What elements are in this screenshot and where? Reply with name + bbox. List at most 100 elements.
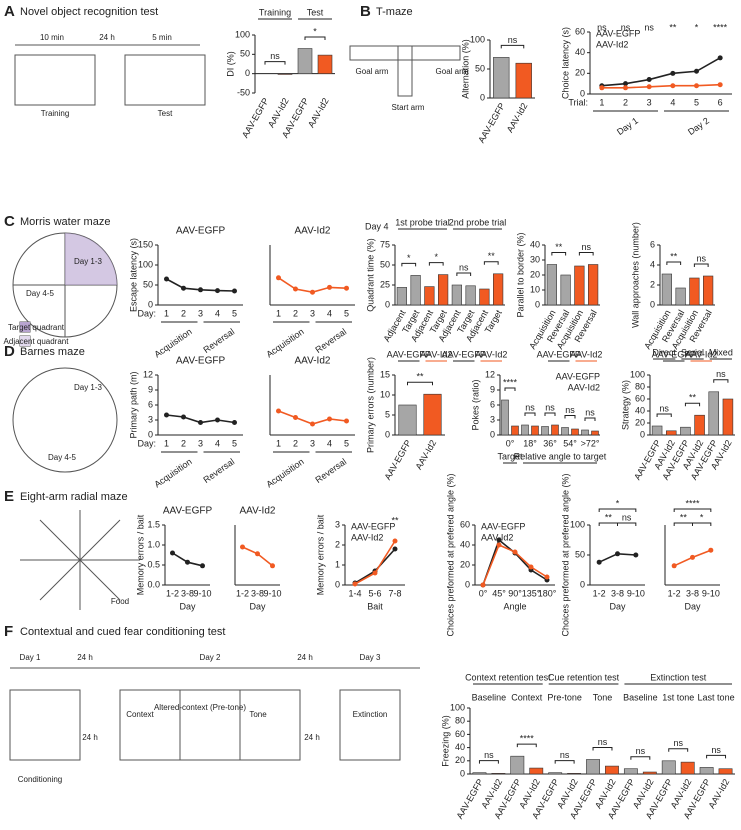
note: Day 4: [365, 221, 389, 231]
legend-swatch: [20, 336, 30, 346]
diagram-label: 24 h: [99, 33, 115, 42]
diagram-label: Context: [126, 710, 154, 719]
bar: [510, 755, 525, 775]
sig-label: ns: [585, 407, 595, 417]
sig-label: **: [416, 372, 424, 382]
legend-entry: AAV-EGFP: [596, 28, 640, 38]
diagram-label: Food: [111, 597, 129, 606]
y-tick-label: 100: [235, 29, 250, 39]
x-tick-label: 1: [599, 97, 604, 107]
point: [670, 70, 676, 76]
x-tick-label: AAV-EGFP: [454, 777, 485, 820]
y-tick-label: 50: [143, 279, 153, 289]
series-line: [354, 540, 396, 585]
y-tick-label: 40: [460, 539, 470, 549]
bar: [317, 54, 333, 74]
y-tick-label: 0: [640, 429, 645, 439]
group-label: Acquisition: [264, 326, 305, 359]
y-tick-label: 50: [380, 259, 390, 269]
point: [646, 77, 652, 83]
bar: [623, 768, 638, 775]
y-axis-label: Freezing (%): [440, 715, 450, 767]
bar: [548, 772, 563, 775]
x-axis-label: Day: [609, 601, 626, 611]
x-axis-label: Day: [684, 601, 701, 611]
y-tick-label: 25: [380, 279, 390, 289]
diagram-label: Training: [41, 109, 70, 118]
bar: [398, 404, 417, 436]
diagram-shape: [179, 689, 241, 761]
point: [708, 547, 714, 553]
panel-title: Barnes maze: [20, 346, 85, 358]
y-tick-label: 100: [570, 519, 585, 529]
panel-letter: C: [4, 213, 15, 230]
sig-label: ns: [598, 737, 608, 747]
y-tick-label: 60: [635, 393, 645, 403]
group-label: Acquisition: [152, 326, 193, 359]
bar: [574, 265, 585, 306]
legend-entry: AAV-EGFP: [351, 521, 395, 531]
y-tick-label: 40: [455, 742, 465, 752]
y-axis-label: Memory errors / bait: [135, 514, 145, 595]
y-tick-label: 1: [335, 559, 340, 569]
sig-label: *: [313, 26, 317, 36]
sig-bracket: [598, 508, 637, 512]
diagram-label: Start arm: [392, 103, 425, 112]
x-tick-label: 3: [310, 438, 315, 448]
x-tick-label: AAV-EGFP: [476, 101, 507, 144]
bar: [694, 414, 705, 436]
y-tick-label: 6: [650, 239, 655, 249]
group-label: Day 2: [686, 115, 711, 137]
bar: [661, 760, 676, 775]
chart-title: AAV-EGFP: [176, 226, 226, 237]
point: [480, 582, 486, 588]
panel-letter: D: [4, 343, 15, 360]
bar: [642, 771, 657, 775]
y-tick-label: 100: [138, 259, 153, 269]
panel-title: Contextual and cued fear conditioning te…: [20, 626, 225, 638]
bar: [491, 773, 506, 775]
x-tick-label: 4: [327, 438, 332, 448]
diagram-label: Day 2: [200, 653, 221, 662]
x-tick-label: 1: [276, 438, 281, 448]
y-tick-label: 0: [490, 429, 495, 439]
sig-label: **: [605, 512, 613, 522]
diagram-label: 10 min: [40, 33, 64, 42]
quadrant: [65, 233, 117, 285]
sig-bracket: [544, 412, 556, 416]
point: [310, 421, 315, 427]
bar: [297, 48, 313, 74]
panel-title: Eight-arm radial maze: [20, 491, 128, 503]
bar: [465, 285, 476, 306]
y-tick-label: 0: [465, 579, 470, 589]
legend-entry: AAV-Id2: [596, 39, 628, 49]
y-tick-label: 10: [380, 389, 390, 399]
y-tick-label: 20: [460, 559, 470, 569]
sig-label: ns: [636, 746, 646, 756]
sig-label: ****: [713, 22, 728, 32]
bar: [718, 768, 733, 775]
y-tick-label: 50: [240, 49, 250, 59]
x-axis-label: Angle: [503, 601, 526, 611]
y-tick-label: 0: [580, 579, 585, 589]
point: [255, 551, 260, 557]
x-axis-label: Day: [179, 601, 196, 611]
y-tick-label: 0: [245, 68, 250, 78]
sig-label: ns: [508, 35, 518, 45]
y-tick-label: 1.5: [147, 519, 160, 529]
diagram-label: Conditioning: [18, 775, 62, 784]
x-prefix: Day:: [137, 308, 156, 318]
sig-label: **: [488, 251, 496, 261]
bar: [541, 426, 549, 436]
group-label: Relative angle to target: [514, 451, 607, 461]
sig-label: *: [407, 253, 411, 263]
bar: [665, 430, 677, 436]
group-label: AAV-EGFP: [652, 349, 696, 359]
y-tick-label: 40: [635, 405, 645, 415]
bar: [680, 761, 695, 775]
point: [164, 412, 169, 418]
point: [240, 544, 245, 550]
bar: [699, 767, 714, 775]
diagram-label: Altered-context (Pre-tone): [154, 703, 246, 712]
group-label: AAV-Id2: [570, 349, 602, 359]
